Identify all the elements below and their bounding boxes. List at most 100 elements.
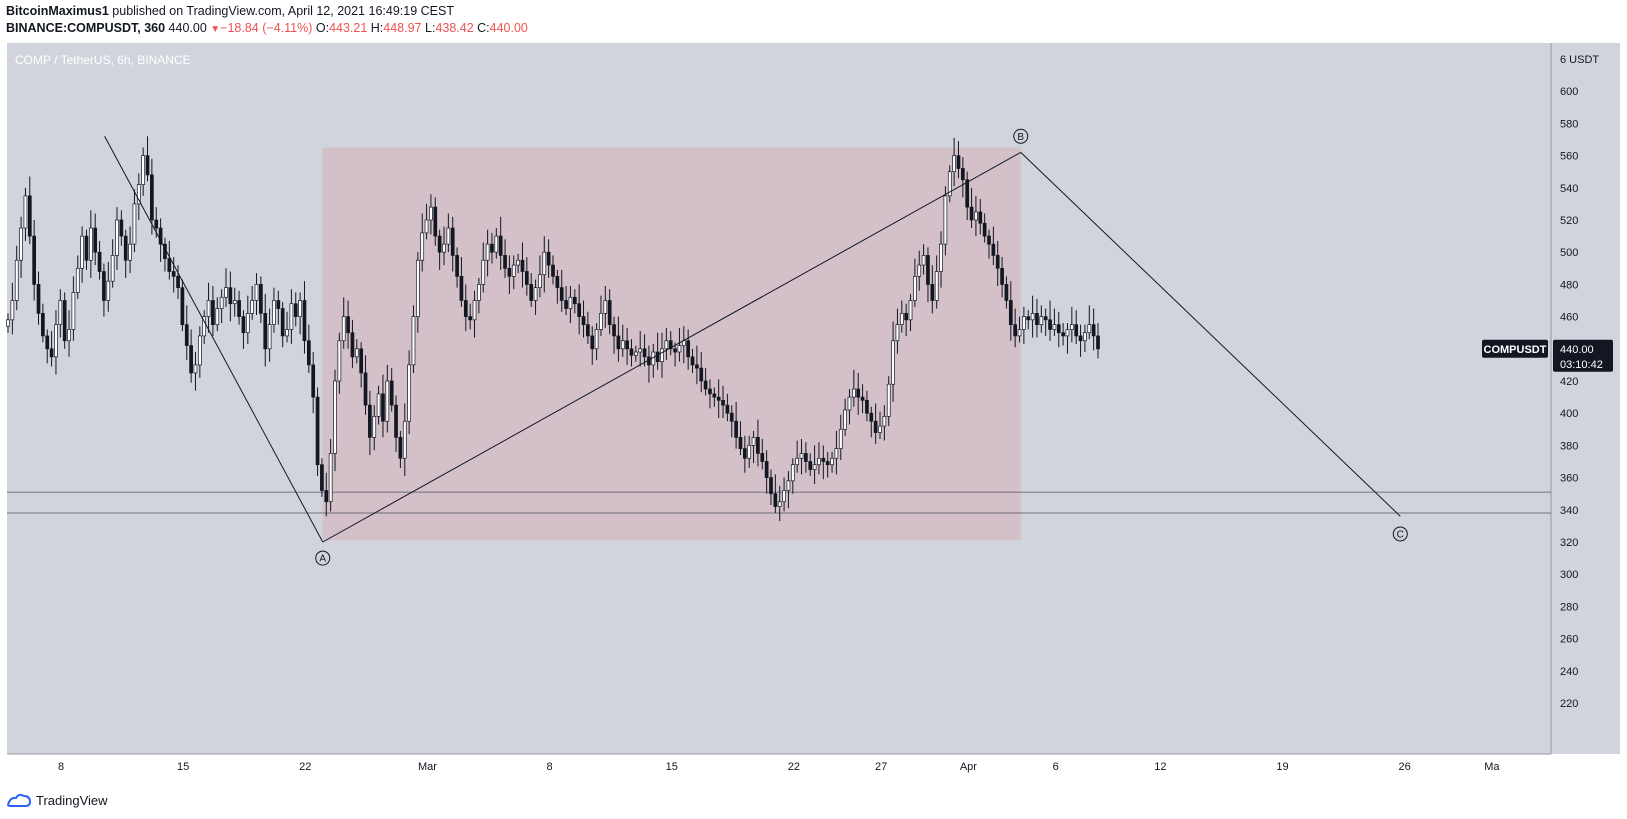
price-tag-background <box>1553 339 1613 372</box>
candle-body <box>947 171 952 197</box>
candle-body <box>219 296 224 309</box>
candle-body <box>620 340 625 350</box>
candle-body <box>756 437 760 454</box>
candle-body <box>991 243 996 256</box>
y-tick-label: 600 <box>1560 86 1578 98</box>
candle-body <box>572 296 577 305</box>
x-tick-label: 22 <box>788 761 800 773</box>
candle-body <box>538 274 542 288</box>
candle-body <box>751 437 756 446</box>
candle-body <box>324 490 329 503</box>
candle-body <box>882 416 887 427</box>
candle-body <box>638 348 643 353</box>
candle-body <box>171 271 176 277</box>
candle-body <box>612 324 616 337</box>
candle-body <box>695 364 699 369</box>
candle-body <box>232 300 237 305</box>
candle-body <box>742 448 747 459</box>
candle-body <box>415 259 420 317</box>
candle-body <box>14 259 19 301</box>
candle-body <box>660 348 664 363</box>
candle-body <box>333 380 337 454</box>
wave-label-c: C <box>1397 529 1404 540</box>
candle-body <box>128 243 132 261</box>
x-tick-label: 12 <box>1154 761 1166 773</box>
candle-body <box>354 348 359 358</box>
candle-body <box>956 155 961 169</box>
candle-body <box>812 464 817 470</box>
candle-body <box>102 271 106 301</box>
candle-body <box>241 316 246 334</box>
candle-body <box>1017 329 1022 337</box>
candle-body <box>987 235 991 245</box>
candle-body <box>437 235 442 253</box>
symbol-tag-text: COMPUSDT <box>1484 344 1547 356</box>
candle-body <box>84 235 89 261</box>
symbol-interval: BINANCE:COMPUSDT, 360 <box>6 21 166 35</box>
candle-body <box>389 380 394 406</box>
x-tick-label: 22 <box>299 761 311 773</box>
chart-title: COMP / TetherUS, 6h, BINANCE <box>15 53 191 67</box>
candle-body <box>372 416 377 438</box>
candle-body <box>202 316 207 337</box>
candle-body <box>843 409 847 430</box>
candle-body <box>1026 316 1031 321</box>
candle-body <box>433 206 438 237</box>
candle-body <box>616 335 621 350</box>
candle-body <box>891 340 895 385</box>
candle-body <box>154 219 159 229</box>
candle-body <box>71 292 76 330</box>
candle-body <box>49 348 54 358</box>
candle-body <box>481 259 486 285</box>
candle-body <box>136 184 141 205</box>
y-tick-label: 560 <box>1560 151 1578 163</box>
candle-body <box>856 388 861 398</box>
candle-body <box>250 300 255 314</box>
candle-body <box>289 303 294 330</box>
candle-body <box>1078 335 1083 342</box>
candle-body <box>263 313 268 350</box>
candle-body <box>586 324 590 337</box>
candle-body <box>411 316 416 366</box>
candle-body <box>123 235 128 261</box>
candle-body <box>834 448 839 459</box>
candle-body <box>546 251 551 266</box>
wave-line-1 <box>104 136 324 543</box>
candle-body <box>869 412 874 422</box>
candle-body <box>311 364 316 398</box>
wave-label-circle-c <box>1392 526 1408 542</box>
candle-body <box>738 437 743 449</box>
candle-body <box>725 404 730 414</box>
candle-body <box>215 308 220 325</box>
candle-body <box>446 227 451 245</box>
y-tick-label: 320 <box>1560 537 1578 549</box>
price-tag-countdown: 03:10:42 <box>1560 359 1603 371</box>
author-name[interactable]: BitcoinMaximus1 <box>6 4 109 18</box>
candle-body <box>516 259 520 266</box>
candle-body <box>1013 324 1018 337</box>
candle-body <box>315 396 320 466</box>
candle-body <box>533 287 538 301</box>
candle-body <box>298 300 302 317</box>
candle-body <box>62 300 67 342</box>
candle-body <box>769 477 773 495</box>
candle-body <box>429 206 433 221</box>
candle-body <box>119 219 124 237</box>
candle-body <box>603 300 608 314</box>
footer-brand[interactable]: TradingView <box>6 792 108 808</box>
candle-body <box>795 457 800 466</box>
candle-body <box>1022 316 1026 330</box>
x-tick-label: 26 <box>1399 761 1411 773</box>
x-tick-label: Ma <box>1484 761 1500 773</box>
candle-body <box>594 329 599 350</box>
candle-body <box>1065 329 1070 337</box>
candle-body <box>19 227 23 261</box>
candle-body <box>385 380 390 422</box>
candle-body <box>895 324 900 342</box>
candle-body <box>747 445 752 459</box>
y-tick-partial-label: 6 USDT <box>1560 54 1599 66</box>
candle-body <box>280 308 285 337</box>
candle-body <box>712 393 717 398</box>
candle-body <box>699 367 704 382</box>
